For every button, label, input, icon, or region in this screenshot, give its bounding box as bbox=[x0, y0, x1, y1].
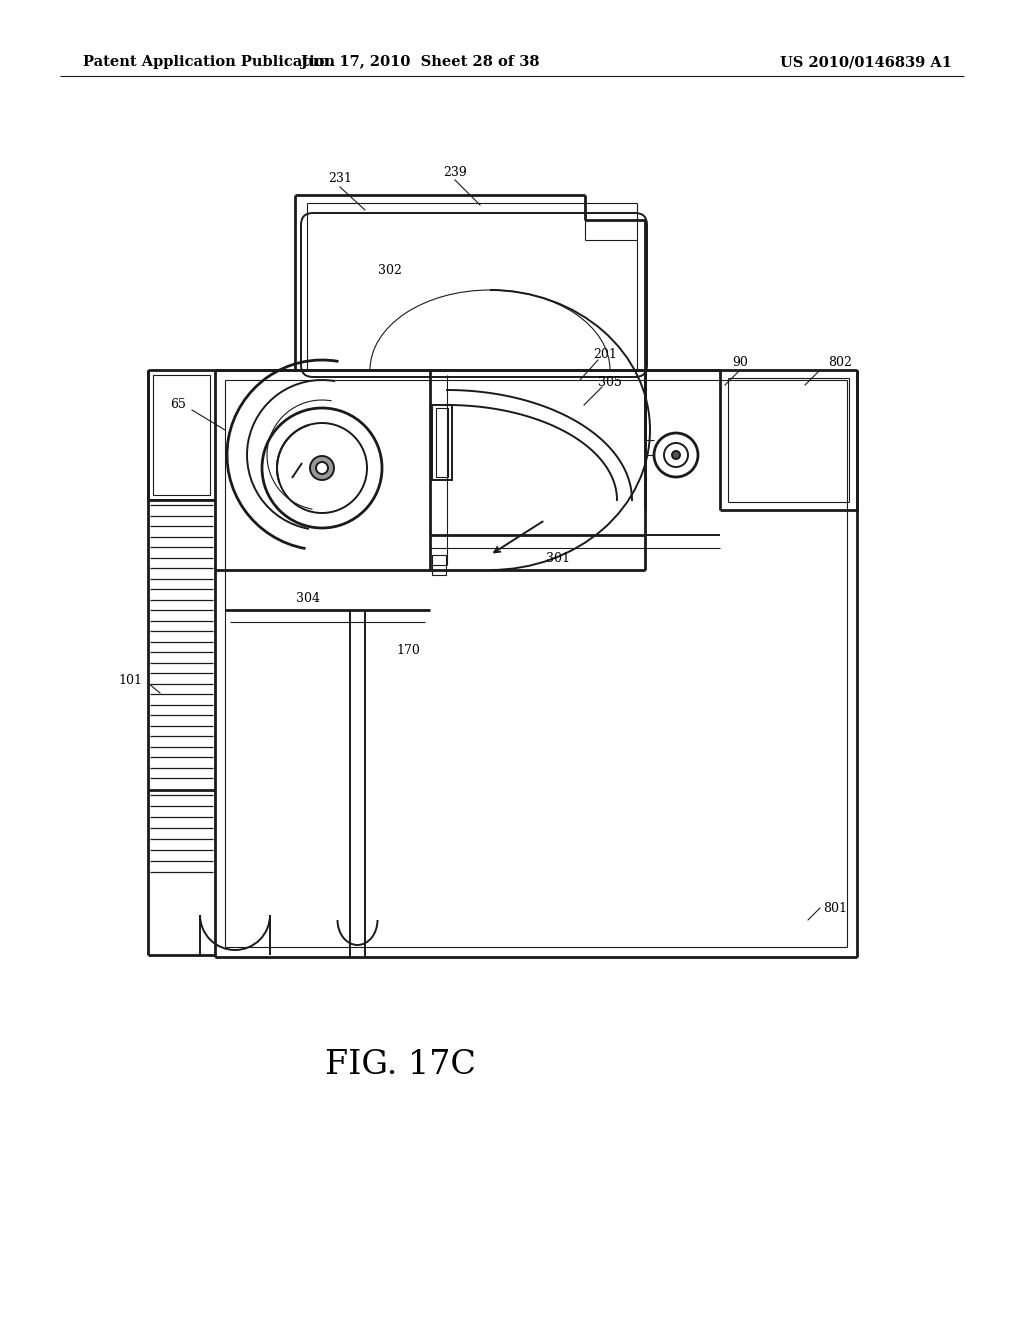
Circle shape bbox=[316, 462, 328, 474]
Bar bbox=[432, 405, 452, 480]
Text: 305: 305 bbox=[598, 375, 622, 388]
Text: US 2010/0146839 A1: US 2010/0146839 A1 bbox=[780, 55, 952, 69]
Text: 231: 231 bbox=[328, 172, 352, 185]
Text: 301: 301 bbox=[546, 552, 570, 565]
Text: 302: 302 bbox=[378, 264, 402, 276]
Text: Jun. 17, 2010  Sheet 28 of 38: Jun. 17, 2010 Sheet 28 of 38 bbox=[301, 55, 540, 69]
Bar bbox=[153, 375, 210, 495]
Text: 101: 101 bbox=[118, 673, 142, 686]
Bar bbox=[432, 554, 446, 576]
FancyBboxPatch shape bbox=[301, 213, 647, 378]
Text: 801: 801 bbox=[823, 902, 847, 915]
Text: 304: 304 bbox=[296, 591, 319, 605]
Text: Patent Application Publication: Patent Application Publication bbox=[83, 55, 335, 69]
Text: 201: 201 bbox=[593, 348, 616, 362]
Text: 65: 65 bbox=[170, 399, 186, 412]
Text: 170: 170 bbox=[396, 644, 420, 656]
Text: 90: 90 bbox=[732, 355, 748, 368]
Text: 802: 802 bbox=[828, 355, 852, 368]
Text: FIG. 17C: FIG. 17C bbox=[325, 1049, 475, 1081]
Text: 239: 239 bbox=[443, 165, 467, 178]
Circle shape bbox=[672, 451, 680, 459]
Circle shape bbox=[310, 455, 334, 480]
Bar bbox=[436, 408, 449, 477]
